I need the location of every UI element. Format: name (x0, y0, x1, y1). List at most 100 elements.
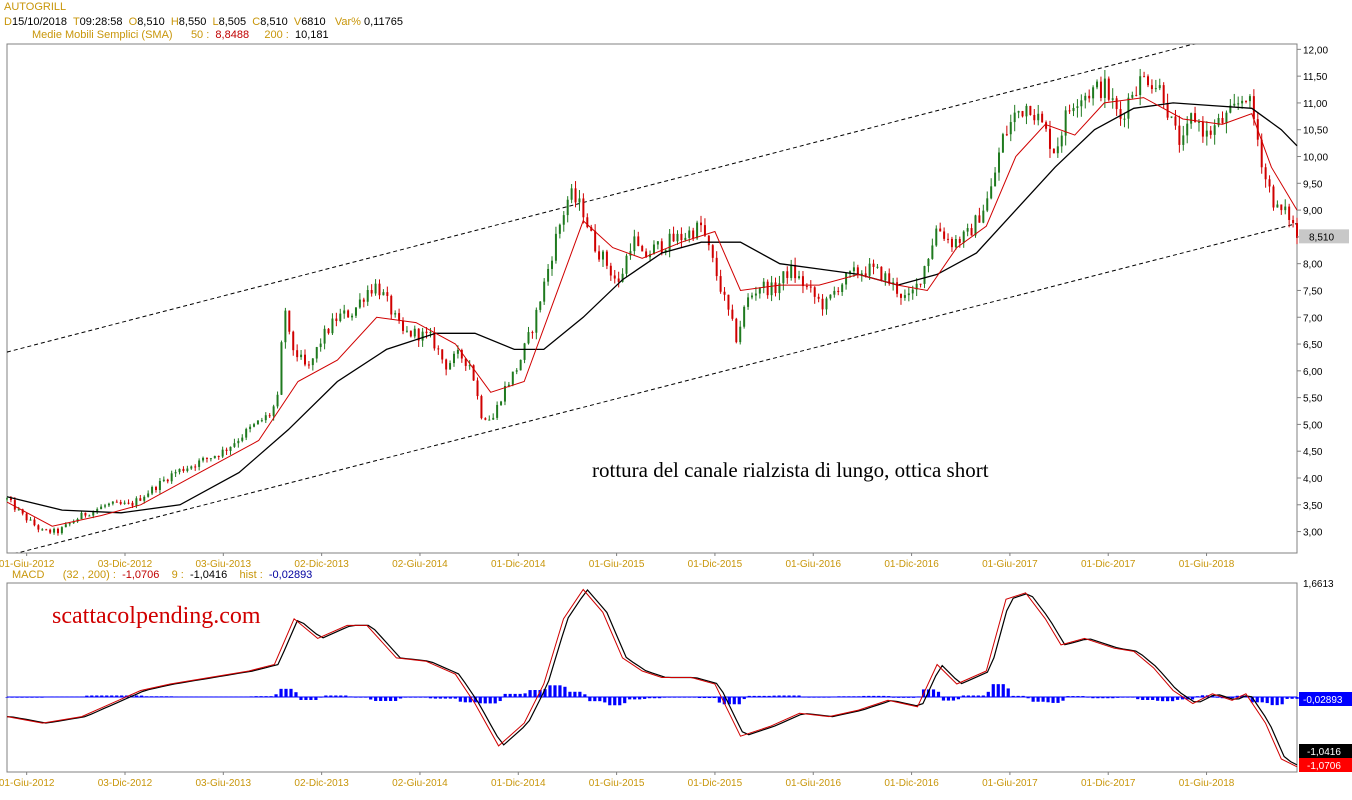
price-x-tick-label: 01-Giu-2017 (982, 559, 1038, 570)
candles (6, 68, 1298, 536)
candle-body (292, 331, 295, 351)
hist-bar (1265, 697, 1269, 704)
candle-body (1099, 81, 1102, 98)
hist-bar (772, 695, 776, 698)
candle-body (9, 498, 12, 501)
macd-x-tick-label: 01-Giu-2018 (1179, 778, 1235, 789)
hist-bar (5, 697, 9, 698)
candle-body (892, 282, 895, 284)
hist-bar (996, 684, 1000, 698)
candle-body (860, 273, 863, 276)
candle-body (1229, 105, 1232, 113)
hist-bar (1161, 697, 1165, 702)
hist-bar (907, 697, 911, 698)
candle-body (558, 224, 561, 234)
macd-x-tick-label: 01-Dic-2015 (688, 778, 743, 789)
candle-body (296, 350, 299, 358)
var-value: 0,11765 (364, 16, 403, 28)
candle-body (778, 283, 781, 294)
candle-body (531, 332, 534, 334)
hist-bar (872, 695, 876, 698)
candle-body (1174, 116, 1177, 126)
hist-bar (100, 695, 104, 698)
candle-body (433, 332, 436, 349)
candle-body (1088, 95, 1091, 99)
candle-body (923, 266, 926, 284)
hist-bar (832, 696, 836, 698)
hist-bar (384, 697, 388, 701)
candle-body (1033, 114, 1036, 121)
hist-bar (533, 690, 537, 698)
price-x-tick-label: 03-Giu-2013 (196, 559, 252, 570)
candle-body (307, 364, 310, 366)
hist-bar (877, 695, 881, 698)
hist-bar (1016, 695, 1020, 698)
time-key: T (72, 16, 80, 28)
hist-bar (1175, 697, 1180, 700)
hist-bar (334, 695, 338, 698)
candle-body (209, 458, 212, 460)
candle-body (998, 152, 1001, 173)
candle-body (33, 519, 36, 526)
sma50-period: 50 : (190, 29, 210, 41)
candle-body (158, 480, 161, 491)
hist-bar (583, 694, 587, 698)
hist-bar (418, 697, 423, 698)
candle-body (958, 238, 961, 243)
hist-bar (1151, 697, 1155, 700)
hist-bar (1230, 697, 1234, 699)
axes: 12,0011,5011,0010,5010,009,509,008,508,0… (0, 45, 1352, 789)
hist-bar (1056, 697, 1060, 703)
price-x-tick-label: 01-Giu-2015 (589, 559, 645, 570)
candle-body (919, 283, 922, 285)
hist-bar (817, 697, 821, 698)
price-y-tick-label: 6,50 (1303, 340, 1323, 351)
hist-bar (1086, 697, 1090, 698)
macd-panel[interactable]: scattacolpending.com (5, 588, 1299, 768)
hist-bar (339, 695, 343, 698)
hist-bar (324, 695, 328, 698)
candle-body (6, 498, 8, 500)
price-panel[interactable]: rottura del canale rialzista di lungo, o… (6, 17, 1298, 555)
candle-body (1115, 98, 1118, 110)
candle-body (143, 496, 146, 501)
hist-bar (503, 693, 507, 698)
hist-bar (1220, 697, 1224, 699)
sma200-line (6, 102, 1298, 514)
candle-body (245, 429, 248, 438)
hist-bar (309, 697, 313, 700)
candle-body (1205, 130, 1208, 137)
hist-bar (966, 695, 970, 698)
candle-body (1158, 85, 1161, 89)
hist-bar (1141, 697, 1145, 700)
hist-bar (1131, 697, 1135, 698)
hist-bar (1011, 695, 1015, 698)
candle-body (829, 294, 832, 299)
hist-bar (1001, 684, 1005, 698)
candle-body (1037, 113, 1040, 121)
hist-bar (1215, 697, 1220, 698)
candle-body (182, 468, 185, 472)
hist-bar (981, 695, 985, 698)
candle-body (151, 487, 154, 494)
candle-body (284, 310, 287, 343)
hist-bar (1081, 696, 1085, 698)
sma50-value: 8,8488 (215, 29, 250, 41)
hist-bar (483, 697, 487, 704)
hist-bar (1041, 697, 1045, 702)
candle-body (386, 292, 389, 296)
hist-bar (398, 697, 403, 699)
candle-body (1009, 122, 1012, 135)
hist-bar (603, 697, 607, 703)
candle-body (390, 295, 393, 315)
candle-body (1131, 94, 1134, 98)
candle-body (429, 332, 432, 334)
hist-bar (120, 695, 124, 698)
hist-bar (991, 684, 995, 698)
candle-body (660, 241, 663, 253)
candle-body (1005, 134, 1008, 136)
hist-bar (911, 697, 916, 698)
candle-body (198, 460, 201, 467)
hist-bar (523, 693, 527, 698)
